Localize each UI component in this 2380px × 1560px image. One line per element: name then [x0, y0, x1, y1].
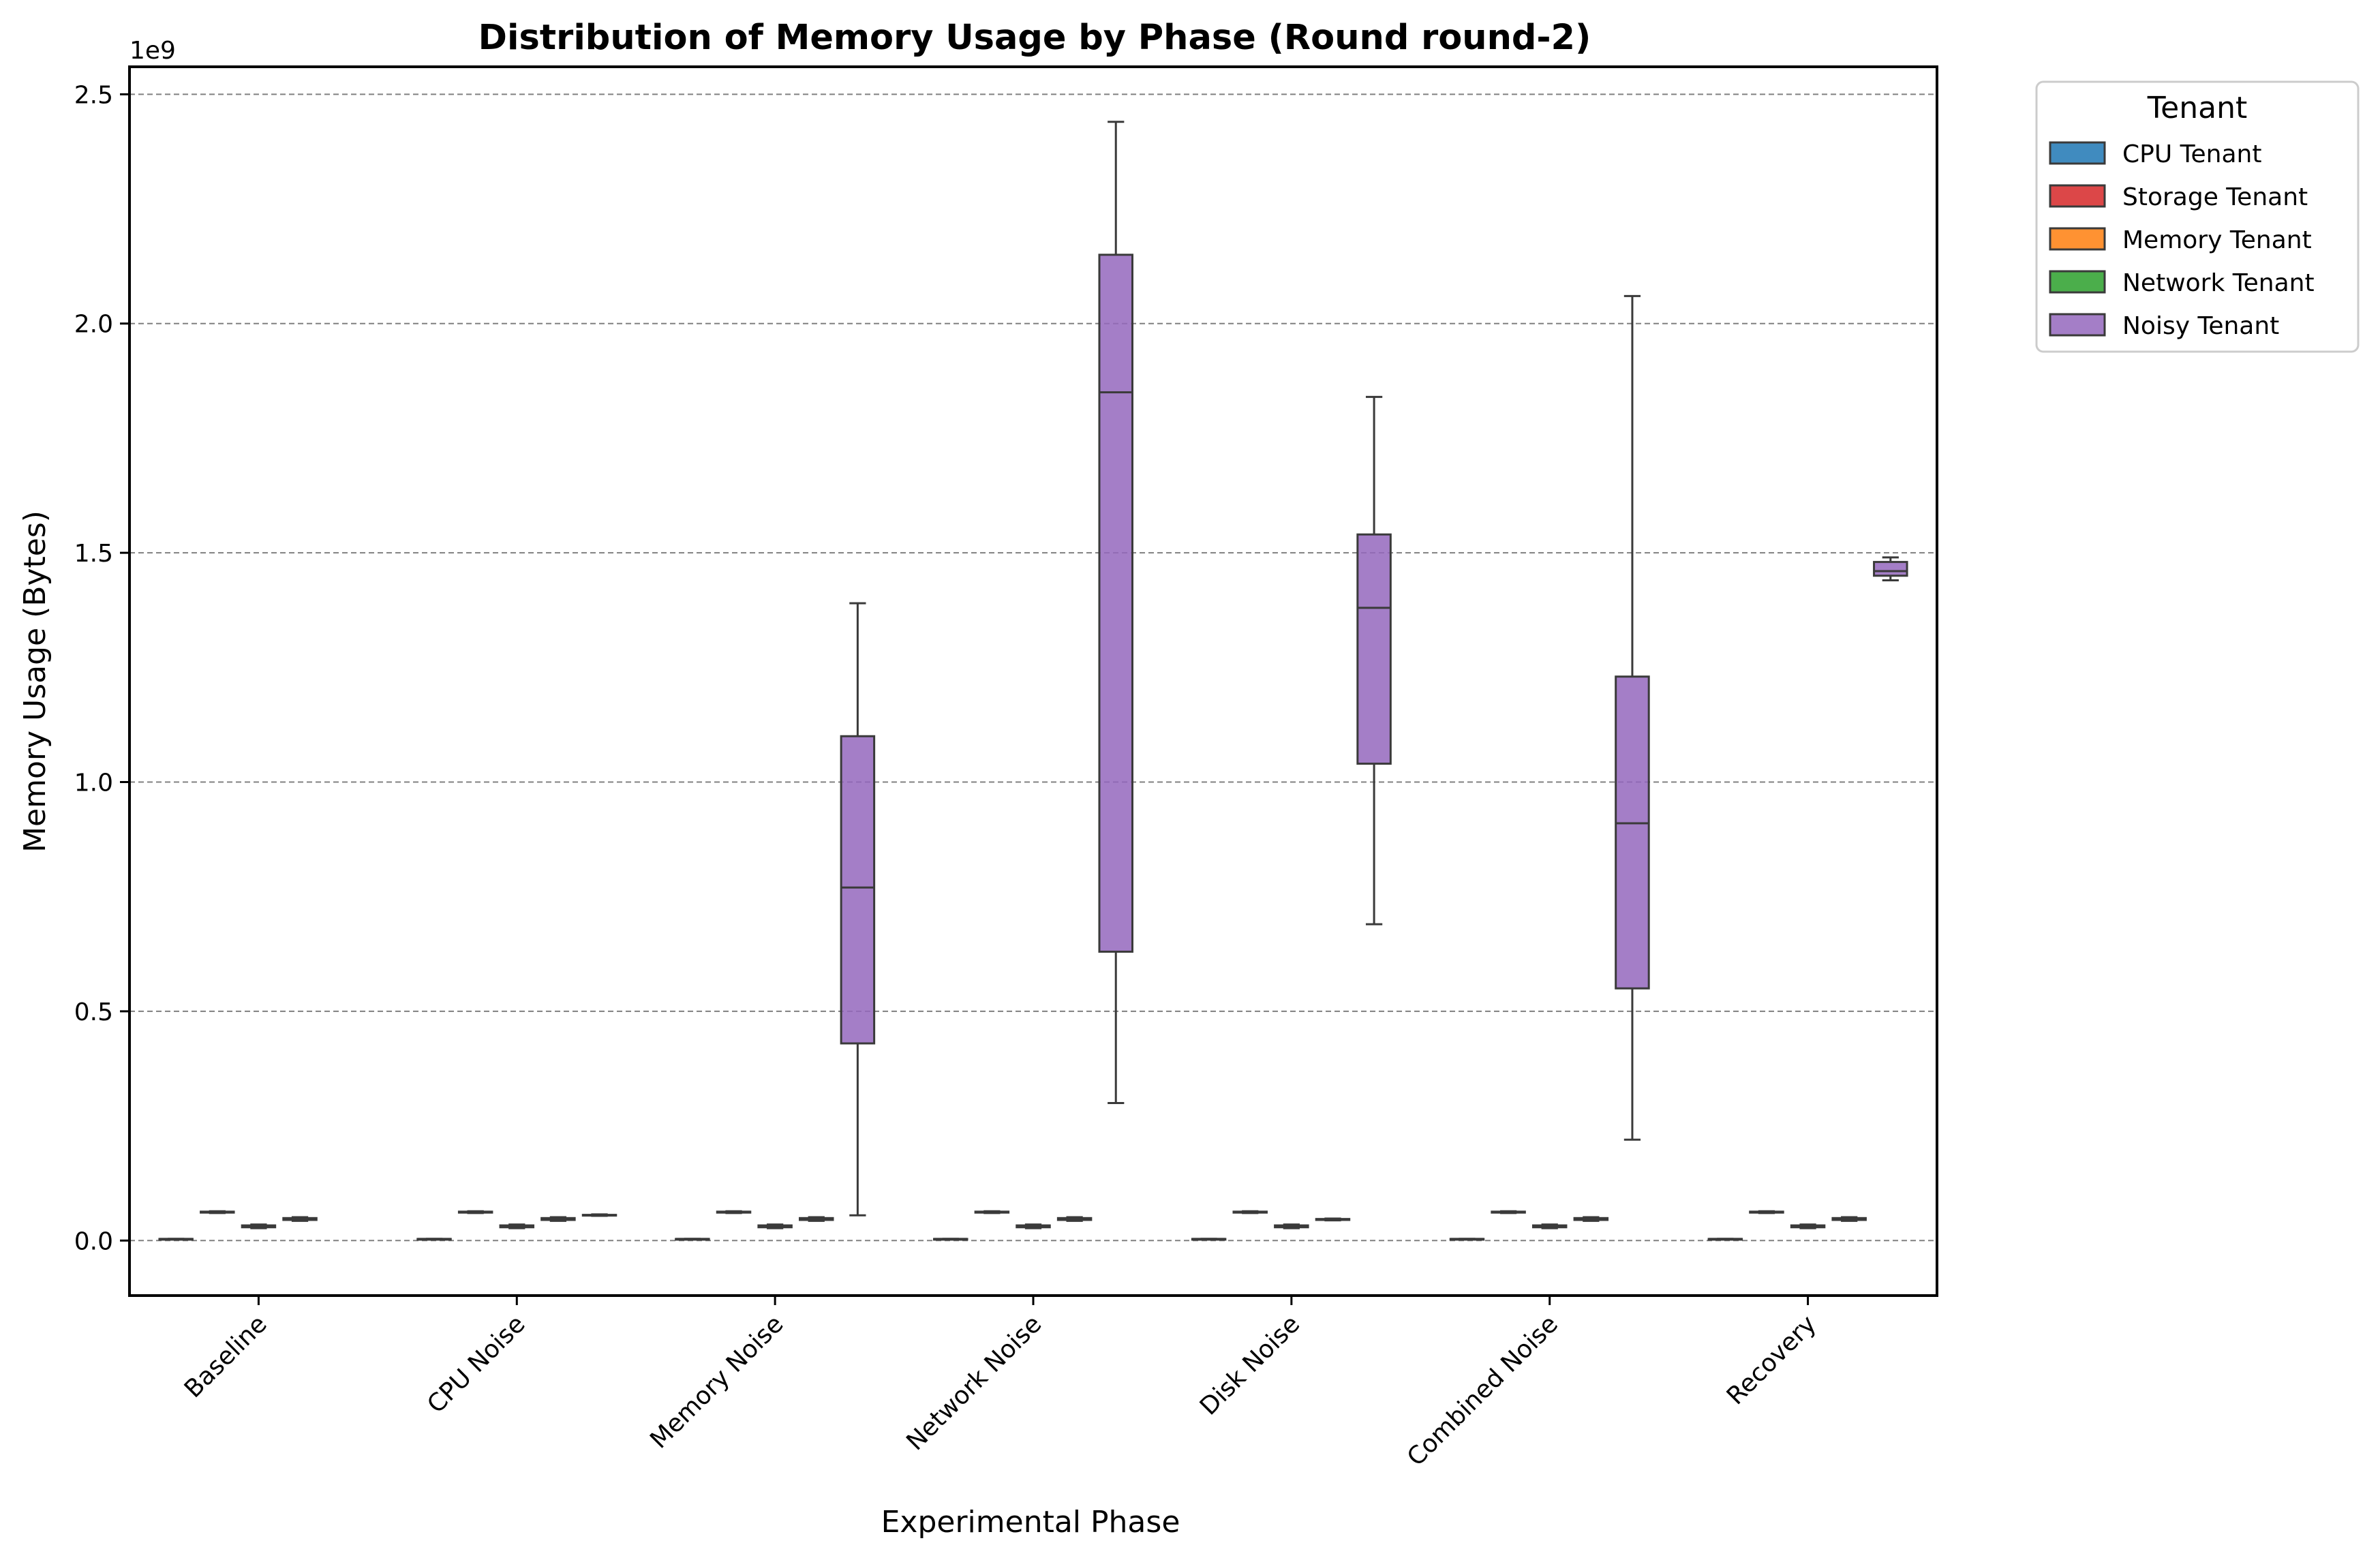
box-storage-tenant	[716, 1210, 752, 1214]
y-tick-label: 2.5	[74, 81, 113, 109]
y-tick-label: 0.0	[74, 1227, 113, 1255]
y-tick-label: 1.0	[74, 769, 113, 797]
y-tick-label: 2.0	[74, 311, 113, 339]
box-memory-tenant	[1790, 1223, 1826, 1229]
iqr-box	[1098, 254, 1133, 953]
legend-item: Memory Tenant	[2049, 226, 2312, 254]
box-cpu-tenant	[158, 1238, 194, 1241]
iqr-box	[1873, 561, 1908, 577]
box-noisy-tenant	[1098, 121, 1133, 1104]
box-noisy-tenant	[840, 602, 876, 1217]
y-axis-multiplier: 1e9	[129, 37, 176, 65]
box-storage-tenant	[1491, 1210, 1526, 1214]
box-memory-tenant	[499, 1223, 535, 1229]
chart-title: Distribution of Memory Usage by Phase (R…	[478, 18, 1591, 58]
x-axis-label: Experimental Phase	[881, 1505, 1180, 1540]
box-storage-tenant	[974, 1210, 1010, 1214]
box-network-tenant	[1315, 1217, 1351, 1222]
legend-swatch	[2049, 227, 2106, 251]
y-tick-label: 1.5	[74, 540, 113, 568]
legend-label: Noisy Tenant	[2122, 312, 2279, 340]
box-cpu-tenant	[933, 1238, 968, 1241]
box-cpu-tenant	[675, 1238, 710, 1241]
legend: Tenant CPU Tenant Storage Tenant Memory Te…	[2035, 80, 2360, 353]
legend-frame	[2035, 80, 2360, 353]
box-memory-tenant	[757, 1223, 793, 1229]
legend-item: Network Tenant	[2049, 269, 2315, 297]
box-network-tenant	[1831, 1216, 1867, 1222]
iqr-box	[840, 735, 876, 1045]
legend-item: Storage Tenant	[2049, 183, 2308, 211]
y-axis-ticks: 0.0 0.5 1.0 1.5 2.0 2.5	[74, 81, 129, 1255]
box-storage-tenant	[1232, 1210, 1268, 1214]
plot-area-frame	[128, 65, 1938, 1297]
box-storage-tenant	[200, 1210, 235, 1214]
box-cpu-tenant	[1449, 1238, 1485, 1241]
box-noisy-tenant	[581, 1213, 617, 1217]
box-memory-tenant	[1016, 1223, 1051, 1229]
box-noisy-tenant	[1873, 556, 1908, 581]
box-cpu-tenant	[1191, 1238, 1227, 1241]
iqr-box	[1615, 675, 1650, 990]
box-cpu-tenant	[416, 1238, 452, 1241]
box-memory-tenant	[1531, 1223, 1568, 1229]
box-memory-tenant	[1274, 1223, 1309, 1229]
legend-swatch	[2049, 141, 2106, 165]
box-network-tenant	[799, 1216, 834, 1222]
y-axis-label: Memory Usage (Bytes)	[18, 510, 52, 853]
legend-title: Tenant	[2147, 91, 2247, 125]
iqr-box	[1356, 533, 1392, 765]
legend-items: CPU Tenant Storage Tenant Memory Tenant Net…	[2049, 140, 2315, 340]
box-memory-tenant	[241, 1223, 277, 1229]
legend-item: Noisy Tenant	[2049, 312, 2279, 340]
box-network-tenant	[282, 1216, 318, 1222]
gridlines	[129, 93, 1937, 1242]
y-tick-label: 0.5	[74, 998, 113, 1026]
box-network-tenant	[1573, 1216, 1609, 1222]
box-cpu-tenant	[1707, 1238, 1743, 1241]
legend-label: Storage Tenant	[2122, 183, 2308, 211]
box-network-tenant	[540, 1216, 576, 1222]
legend-label: Network Tenant	[2122, 269, 2315, 297]
box-noisy-tenant	[1356, 395, 1392, 926]
legend-swatch	[2049, 184, 2106, 208]
box-storage-tenant	[1749, 1210, 1784, 1214]
box-layer	[158, 121, 1908, 1241]
box-network-tenant	[1056, 1216, 1093, 1222]
legend-swatch	[2049, 313, 2106, 337]
legend-swatch	[2049, 270, 2106, 294]
legend-label: CPU Tenant	[2122, 140, 2261, 168]
legend-label: Memory Tenant	[2122, 226, 2312, 254]
box-noisy-tenant	[1615, 294, 1650, 1141]
legend-item: CPU Tenant	[2049, 140, 2261, 168]
box-storage-tenant	[457, 1210, 493, 1214]
